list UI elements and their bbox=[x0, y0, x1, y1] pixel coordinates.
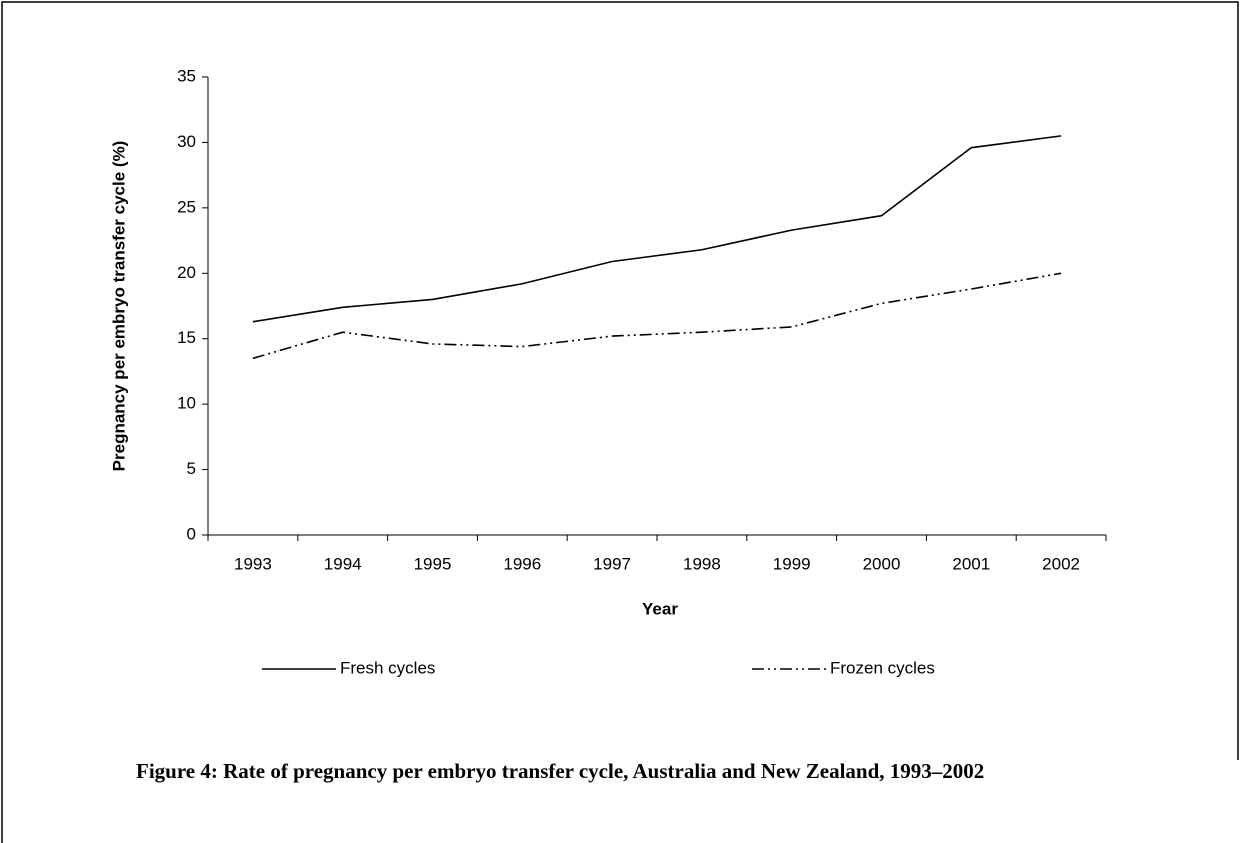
x-tick-label: 1999 bbox=[773, 554, 811, 573]
legend-label: Frozen cycles bbox=[830, 658, 935, 677]
line-series bbox=[252, 135, 1062, 323]
x-tick-label: 1998 bbox=[683, 554, 721, 573]
y-tick-label: 25 bbox=[177, 197, 196, 216]
y-tick-label: 10 bbox=[177, 394, 196, 413]
x-tick-label: 2000 bbox=[863, 554, 901, 573]
x-tick-label: 1997 bbox=[593, 554, 631, 573]
y-tick-label: 30 bbox=[177, 132, 196, 151]
x-tick-label: 1993 bbox=[234, 554, 272, 573]
y-tick-label: 0 bbox=[187, 524, 196, 543]
x-tick-label: 1994 bbox=[324, 554, 362, 573]
y-tick-label: 20 bbox=[177, 263, 196, 282]
line-series bbox=[252, 272, 1062, 360]
caption: Figure 4: Rate of pregnancy per embryo t… bbox=[136, 759, 985, 783]
x-tick-label: 2002 bbox=[1042, 554, 1080, 573]
legend-label: Fresh cycles bbox=[340, 658, 435, 677]
x-axis-title: Year bbox=[642, 599, 678, 618]
x-tick-label: 2001 bbox=[952, 554, 990, 573]
x-tick-label: 1995 bbox=[414, 554, 452, 573]
y-tick-label: 5 bbox=[187, 459, 196, 478]
y-tick-label: 35 bbox=[177, 66, 196, 85]
x-tick-label: 1996 bbox=[503, 554, 541, 573]
y-tick-label: 15 bbox=[177, 328, 196, 347]
y-axis-title: Pregnancy per embryo transfer cycle (%) bbox=[109, 141, 128, 472]
